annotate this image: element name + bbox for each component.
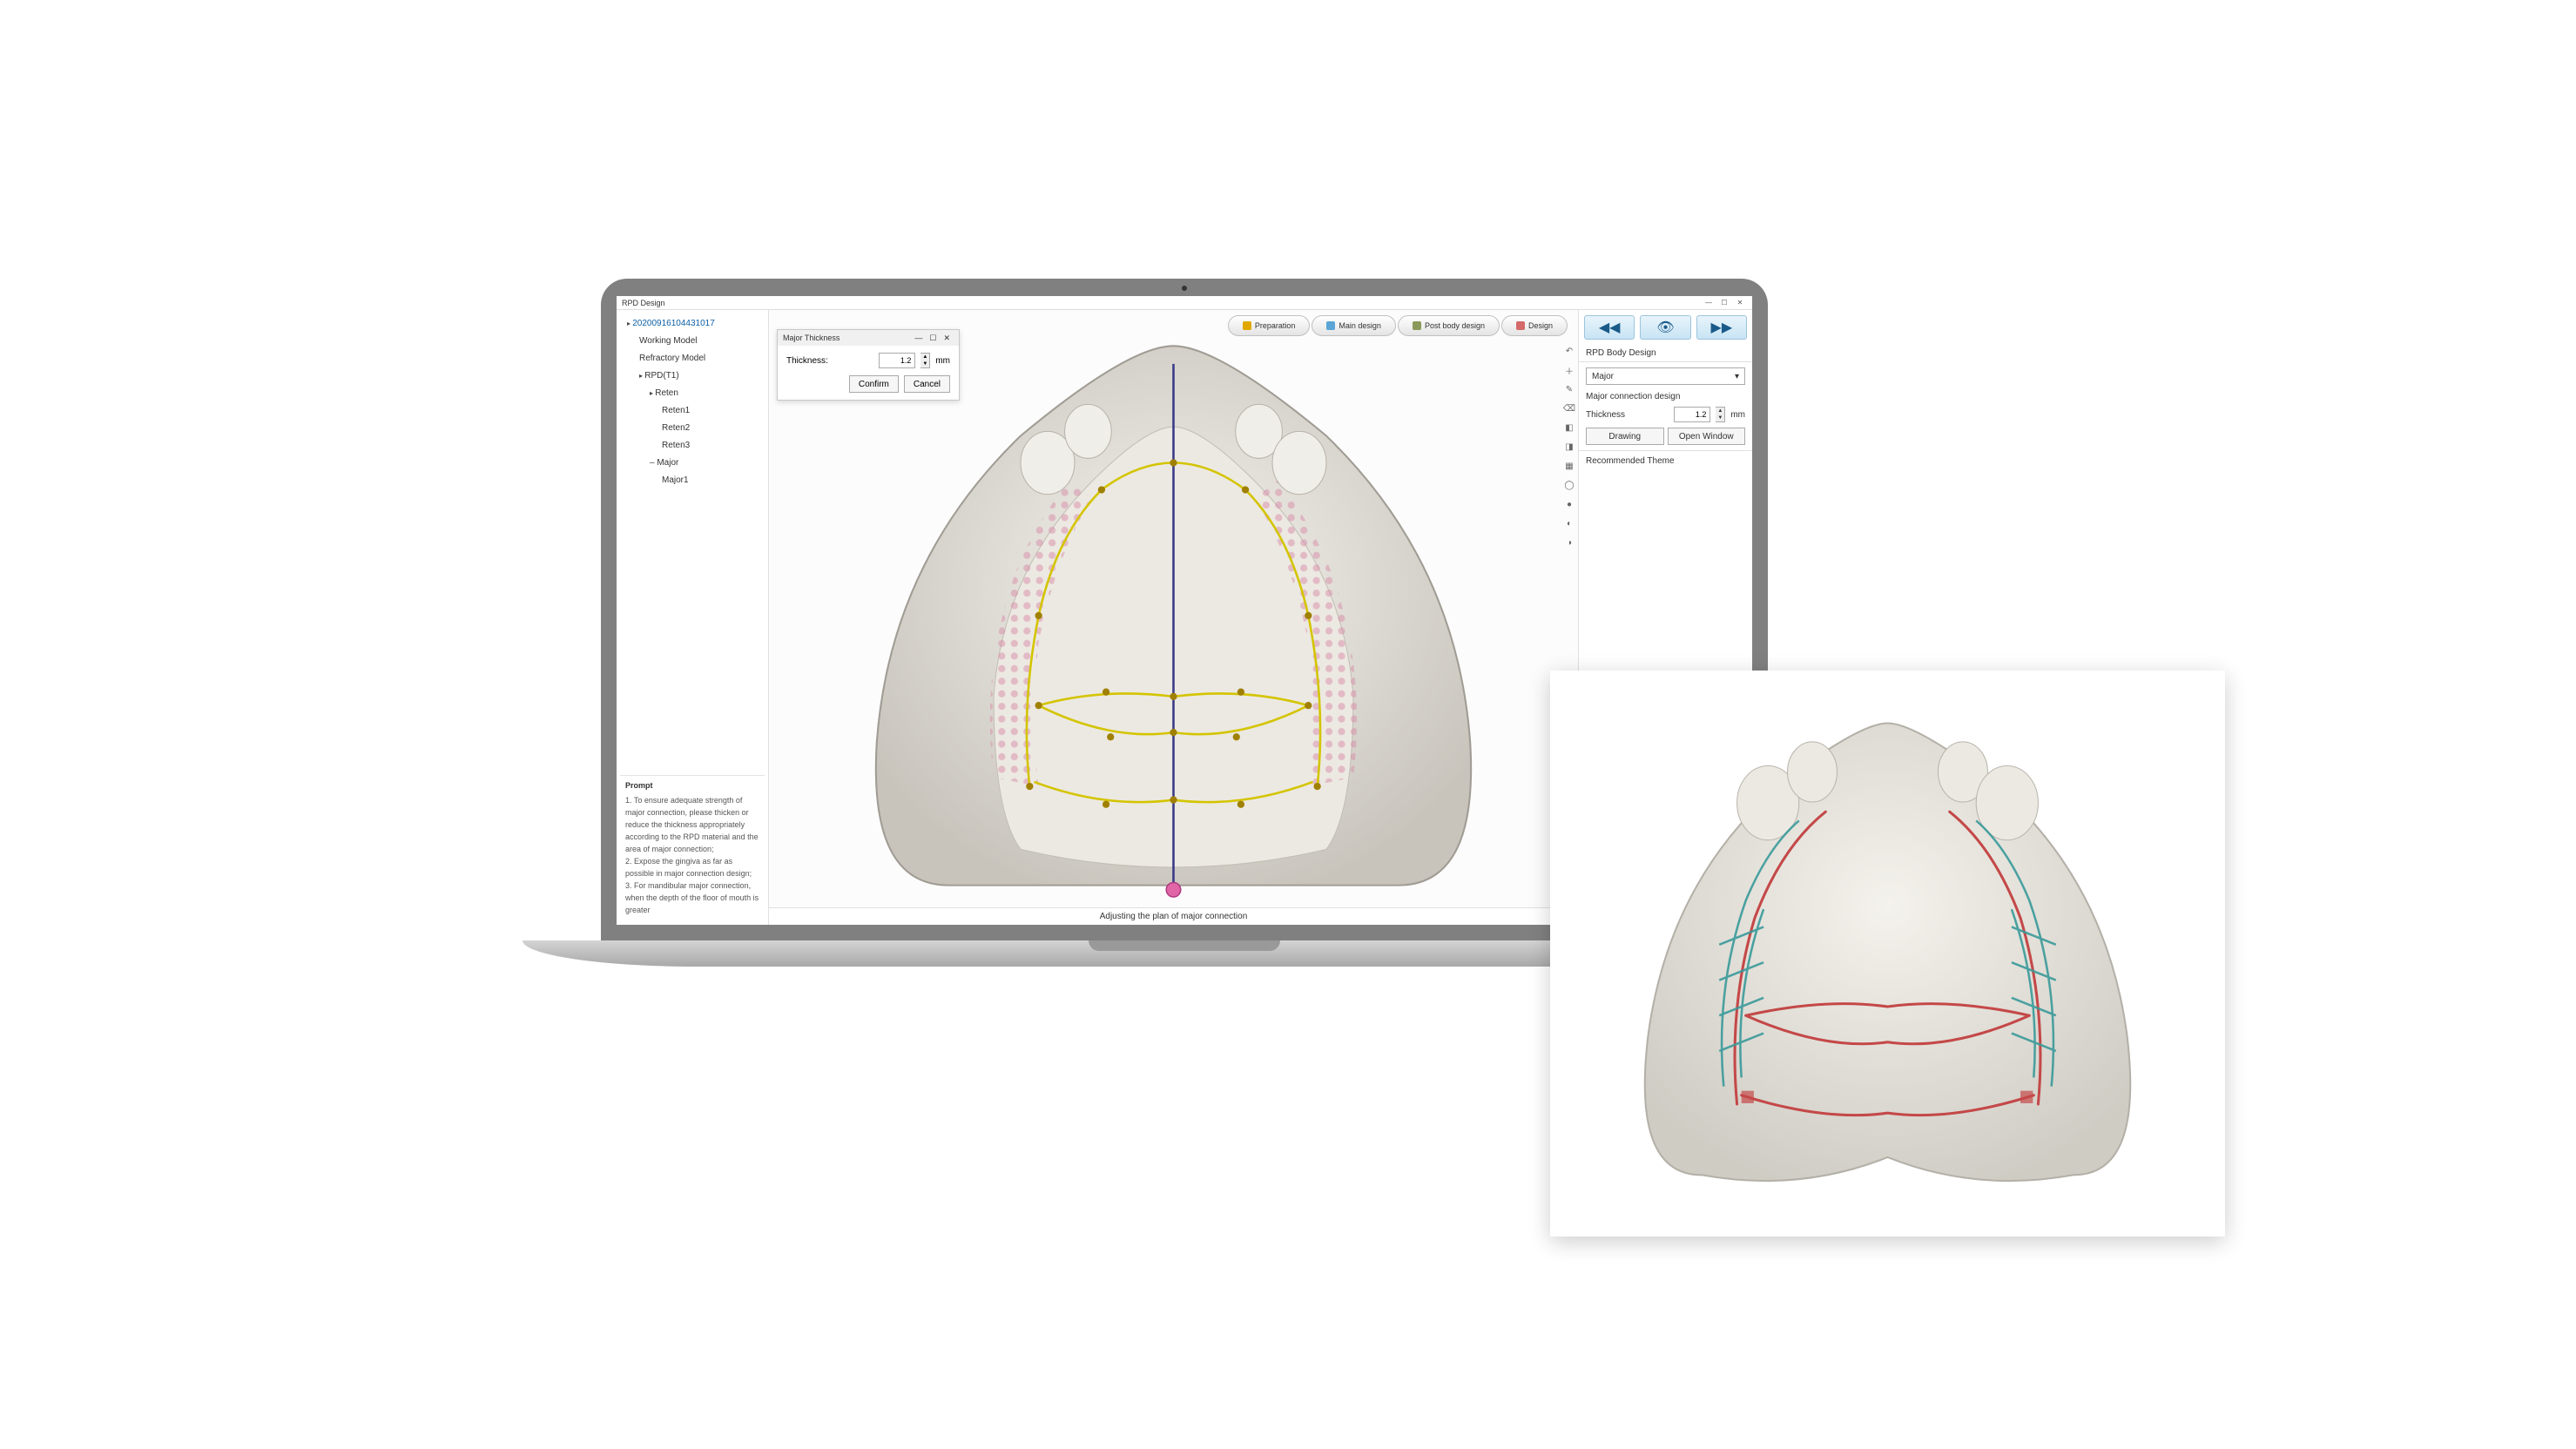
select-value: Major <box>1592 372 1614 381</box>
cancel-button[interactable]: Cancel <box>904 375 950 393</box>
component-select[interactable]: Major ▾ <box>1586 367 1745 385</box>
tree-item[interactable]: Reten2 <box>620 420 765 437</box>
open-window-button[interactable]: Open Window <box>1668 428 1746 445</box>
physical-model-card <box>1550 671 2225 1237</box>
tree-item[interactable]: Major1 <box>620 472 765 489</box>
dialog-close-icon[interactable]: ✕ <box>943 334 950 343</box>
tree-item[interactable]: Working Model <box>620 333 765 350</box>
panel-header: RPD Body Design <box>1579 345 1752 362</box>
nav-buttons: ◀◀ 👁 ▶▶ <box>1579 310 1752 345</box>
tool-icon[interactable]: ↶ <box>1561 343 1577 359</box>
dialog-thickness-input[interactable] <box>879 353 915 368</box>
viewport: Preparation Main design Post body design <box>769 310 1578 925</box>
tree-item[interactable]: Reten3 <box>620 437 765 455</box>
dental-arch-svg <box>769 310 1578 921</box>
dialog-maximize-icon[interactable]: ☐ <box>929 334 936 343</box>
tree-item[interactable]: RPD(T1) <box>620 367 765 385</box>
tool-icon[interactable]: ◐ <box>1561 516 1577 531</box>
tool-icon[interactable]: ⌫ <box>1561 401 1577 416</box>
prompt-box: Prompt 1. To ensure adequate strength of… <box>620 775 765 920</box>
section-title: Major connection design <box>1586 392 1745 401</box>
tree-item[interactable]: Reten <box>620 385 765 402</box>
tool-icon[interactable]: ▦ <box>1561 458 1577 474</box>
tool-icon[interactable]: ◑ <box>1561 535 1577 550</box>
sidebar-left: 20200916104431017 Working Model Refracto… <box>617 310 769 925</box>
prev-button[interactable]: ◀◀ <box>1584 315 1635 340</box>
dialog-titlebar[interactable]: Major Thickness — ☐ ✕ <box>778 330 959 346</box>
prompt-line: 3. For mandibular major connection, when… <box>625 880 759 916</box>
toolstrip: ↶ ＋ ✎ ⌫ ◧ ◨ ▦ ◯ ● ◐ ◑ <box>1561 343 1579 550</box>
laptop-camera <box>1182 286 1187 291</box>
chevron-down-icon: ▾ <box>1735 372 1739 381</box>
prompt-line: 1. To ensure adequate strength of major … <box>625 794 759 855</box>
dialog-thickness-label: Thickness: <box>786 356 828 366</box>
tool-icon[interactable]: ✎ <box>1561 381 1577 397</box>
dialog-minimize-icon[interactable]: — <box>914 334 922 342</box>
tool-icon[interactable]: ＋ <box>1561 362 1577 378</box>
physical-model-svg <box>1576 697 2199 1210</box>
spinner[interactable]: ▲▼ <box>1716 407 1725 422</box>
tree-root[interactable]: 20200916104431017 <box>620 315 765 333</box>
tool-icon[interactable]: ◨ <box>1561 439 1577 455</box>
close-button[interactable]: ✕ <box>1733 298 1747 308</box>
tool-icon[interactable]: ◧ <box>1561 420 1577 435</box>
thickness-input[interactable] <box>1674 407 1710 422</box>
thickness-field: Thickness ▲▼ mm <box>1586 407 1745 422</box>
next-button[interactable]: ▶▶ <box>1696 315 1747 340</box>
dialog-title-text: Major Thickness <box>783 334 840 342</box>
drawing-button[interactable]: Drawing <box>1586 428 1664 445</box>
recommended-theme[interactable]: Recommended Theme <box>1579 450 1752 471</box>
dialog-spinner[interactable]: ▲▼ <box>920 353 930 368</box>
panel-buttons: Drawing Open Window <box>1586 428 1745 445</box>
project-tree: 20200916104431017 Working Model Refracto… <box>620 315 765 489</box>
maximize-button[interactable]: ☐ <box>1717 298 1731 308</box>
panel-body: Major ▾ Major connection design Thicknes… <box>1579 362 1752 450</box>
confirm-button[interactable]: Confirm <box>849 375 899 393</box>
thickness-label: Thickness <box>1586 410 1669 420</box>
dialog-unit: mm <box>935 356 950 366</box>
app-title: RPD Design <box>622 299 665 307</box>
view-button[interactable]: 👁 <box>1640 315 1690 340</box>
prompt-line: 2. Expose the gingiva as far as possible… <box>625 855 759 880</box>
tree-item[interactable]: Major <box>620 455 765 472</box>
titlebar: RPD Design — ☐ ✕ <box>617 296 1752 310</box>
tool-icon[interactable]: ● <box>1561 496 1577 512</box>
unit-label: mm <box>1730 410 1745 420</box>
tool-icon[interactable]: ◯ <box>1561 477 1577 493</box>
prompt-title: Prompt <box>625 779 759 792</box>
thickness-dialog: Major Thickness — ☐ ✕ Thickness: ▲▼ <box>777 329 960 401</box>
tree-item[interactable]: Reten1 <box>620 402 765 420</box>
tree-item[interactable]: Refractory Model <box>620 350 765 367</box>
laptop-notch <box>1089 940 1280 951</box>
minimize-button[interactable]: — <box>1702 298 1716 308</box>
